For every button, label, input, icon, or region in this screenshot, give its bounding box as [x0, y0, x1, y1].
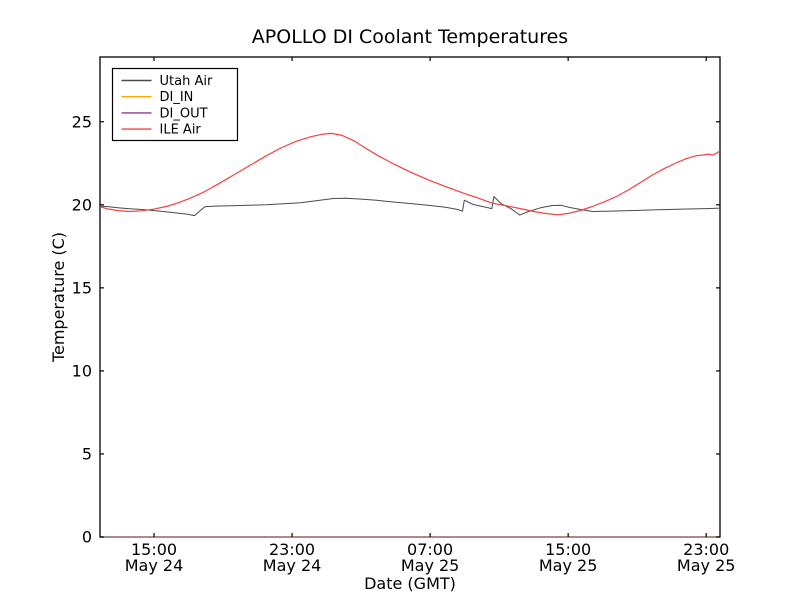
y-tick-label: 15	[72, 278, 92, 297]
legend-label: Utah Air	[160, 74, 213, 89]
y-tick-label: 20	[72, 195, 92, 214]
y-tick-label: 0	[82, 528, 92, 547]
x-tick-time-label: 15:00	[131, 540, 177, 559]
x-tick-time-label: 15:00	[545, 540, 591, 559]
series-utah-air	[99, 196, 721, 217]
x-tick-time-label: 23:00	[269, 540, 315, 559]
y-tick-label: 5	[82, 444, 92, 463]
x-tick-date-label: May 24	[125, 556, 184, 575]
x-tick-time-label: 23:00	[683, 540, 729, 559]
legend-label: DI_IN	[160, 90, 194, 105]
legend-label: ILE Air	[160, 123, 202, 138]
chart-title: APOLLO DI Coolant Temperatures	[252, 26, 568, 48]
series-ile-air	[99, 132, 721, 216]
x-tick-time-label: 07:00	[407, 540, 453, 559]
x-tick-date-label: May 25	[401, 556, 460, 575]
y-tick-label: 10	[72, 361, 92, 380]
y-axis-label: Temperature (C)	[49, 232, 68, 363]
x-tick-date-label: May 25	[677, 556, 736, 575]
x-axis-label: Date (GMT)	[364, 574, 456, 593]
series-lines	[99, 132, 721, 538]
y-tick-label: 25	[72, 112, 92, 131]
x-tick-date-label: May 24	[263, 556, 322, 575]
x-tick-date-label: May 25	[539, 556, 598, 575]
legend-label: DI_OUT	[160, 106, 208, 121]
